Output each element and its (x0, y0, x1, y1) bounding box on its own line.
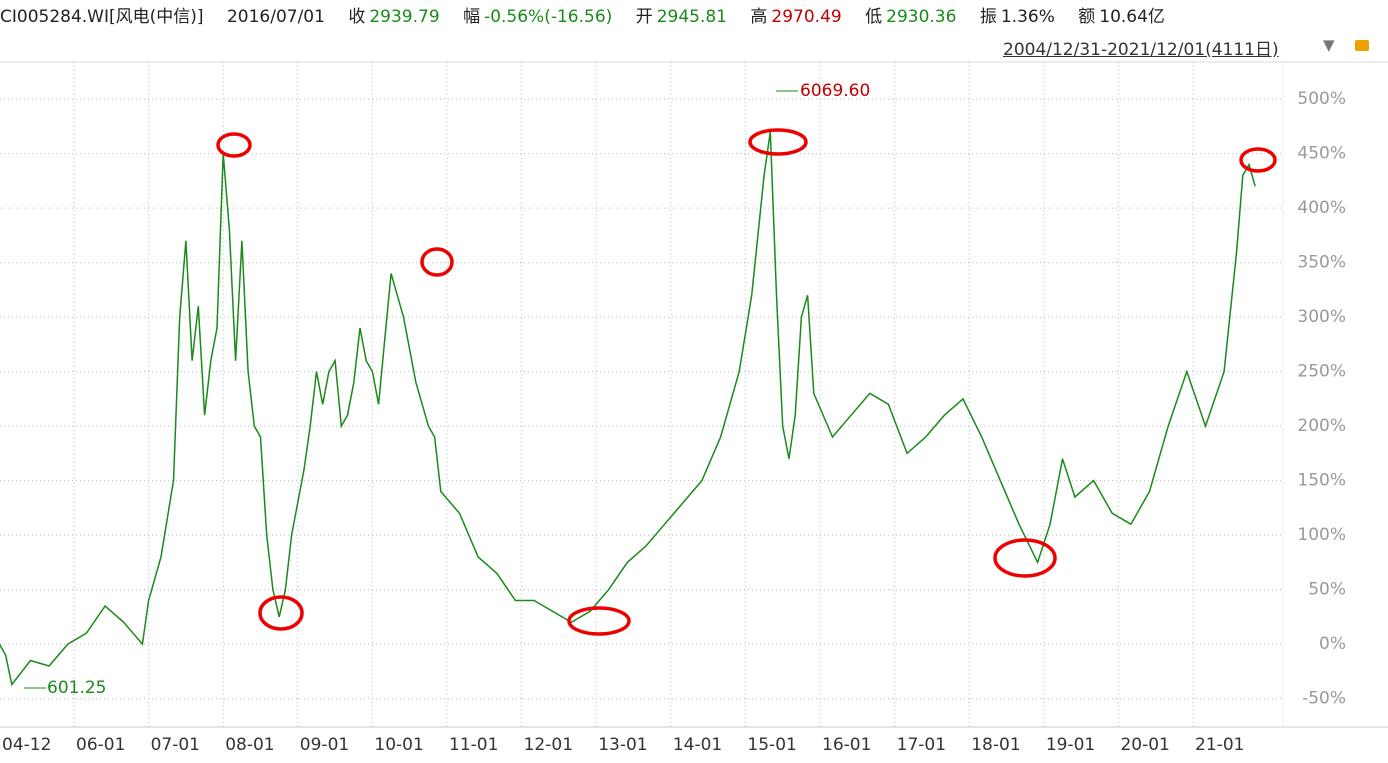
x-tick-label: 17-01 (897, 735, 946, 755)
x-tick-label: 06-01 (76, 735, 125, 755)
value: 1.36% (1000, 7, 1055, 27)
x-tick-label: 19-01 (1046, 735, 1095, 755)
value: 2945.81 (656, 7, 727, 27)
highlight-circle (258, 595, 304, 631)
label: 额 (1078, 7, 1096, 27)
label: 高 (750, 7, 768, 27)
y-tick-label: 0% (1319, 634, 1346, 654)
date-range[interactable]: 2004/12/31-2021/12/01(4111日) (1003, 40, 1279, 60)
label: 开 (635, 7, 653, 27)
highlight-circle (1239, 147, 1277, 173)
dropdown-arrow[interactable]: ▼ (1323, 36, 1335, 54)
value: 2970.49 (771, 7, 842, 27)
max-annotation: 6069.60 (800, 81, 870, 101)
y-tick-label: 100% (1297, 525, 1346, 545)
highlight-circle (216, 132, 252, 158)
y-tick-label: 400% (1297, 198, 1346, 218)
y-tick-label: 200% (1297, 416, 1346, 436)
header: CI005284.WI[风电(中信)] 2016/07/01 收 2939.79 … (0, 2, 1169, 27)
y-tick-label: 150% (1297, 471, 1346, 491)
highlight-circle (420, 247, 454, 277)
x-tick-label: 10-01 (374, 735, 423, 755)
x-tick-label: 18-01 (971, 735, 1020, 755)
label: 收 (348, 7, 366, 27)
value: 2939.79 (369, 7, 440, 27)
value: 2930.36 (886, 7, 957, 27)
code: CI005284.WI[风电(中信)] (0, 7, 204, 27)
y-tick-label: 250% (1297, 362, 1346, 382)
x-tick-label: 16-01 (822, 735, 871, 755)
x-tick-label: 07-01 (151, 735, 200, 755)
plot (0, 131, 1256, 687)
value: 10.64亿 (1099, 7, 1165, 27)
highlight-circle (993, 538, 1057, 578)
x-tick-label: 09-01 (300, 735, 349, 755)
x-tick-label: 13-01 (598, 735, 647, 755)
x-tick-label: 20-01 (1120, 735, 1169, 755)
x-tick-label: 12-01 (524, 735, 573, 755)
x-tick-label: 04-12 (2, 735, 51, 755)
label: 低 (865, 7, 883, 27)
y-tick-label: -50% (1302, 689, 1346, 709)
x-tick-label: 08-01 (225, 735, 274, 755)
y-tick-label: 350% (1297, 253, 1346, 273)
highlight-circle (748, 128, 808, 156)
y-tick-label: 450% (1297, 144, 1346, 164)
x-tick-label: 15-01 (747, 735, 796, 755)
x-tick-label: 11-01 (449, 735, 498, 755)
value: -0.56%(-16.56) (484, 7, 613, 27)
y-tick-label: 500% (1297, 89, 1346, 109)
lock-icon[interactable] (1355, 40, 1369, 51)
min-annotation: 601.25 (47, 678, 106, 698)
y-tick-label: 50% (1308, 580, 1346, 600)
series-line (0, 131, 1256, 687)
y-tick-label: 300% (1297, 307, 1346, 327)
highlights (216, 128, 1277, 636)
grid: -50% 0% 50% 100% 150% 200% 250% 300% 350% 400% 450… (0, 62, 1346, 755)
label: 振 (979, 7, 997, 27)
date: 2016/07/01 (226, 7, 325, 27)
x-tick-label: 21-01 (1195, 735, 1244, 755)
x-tick-label: 14-01 (673, 735, 722, 755)
label: 幅 (463, 7, 481, 27)
highlight-circle (567, 606, 631, 636)
